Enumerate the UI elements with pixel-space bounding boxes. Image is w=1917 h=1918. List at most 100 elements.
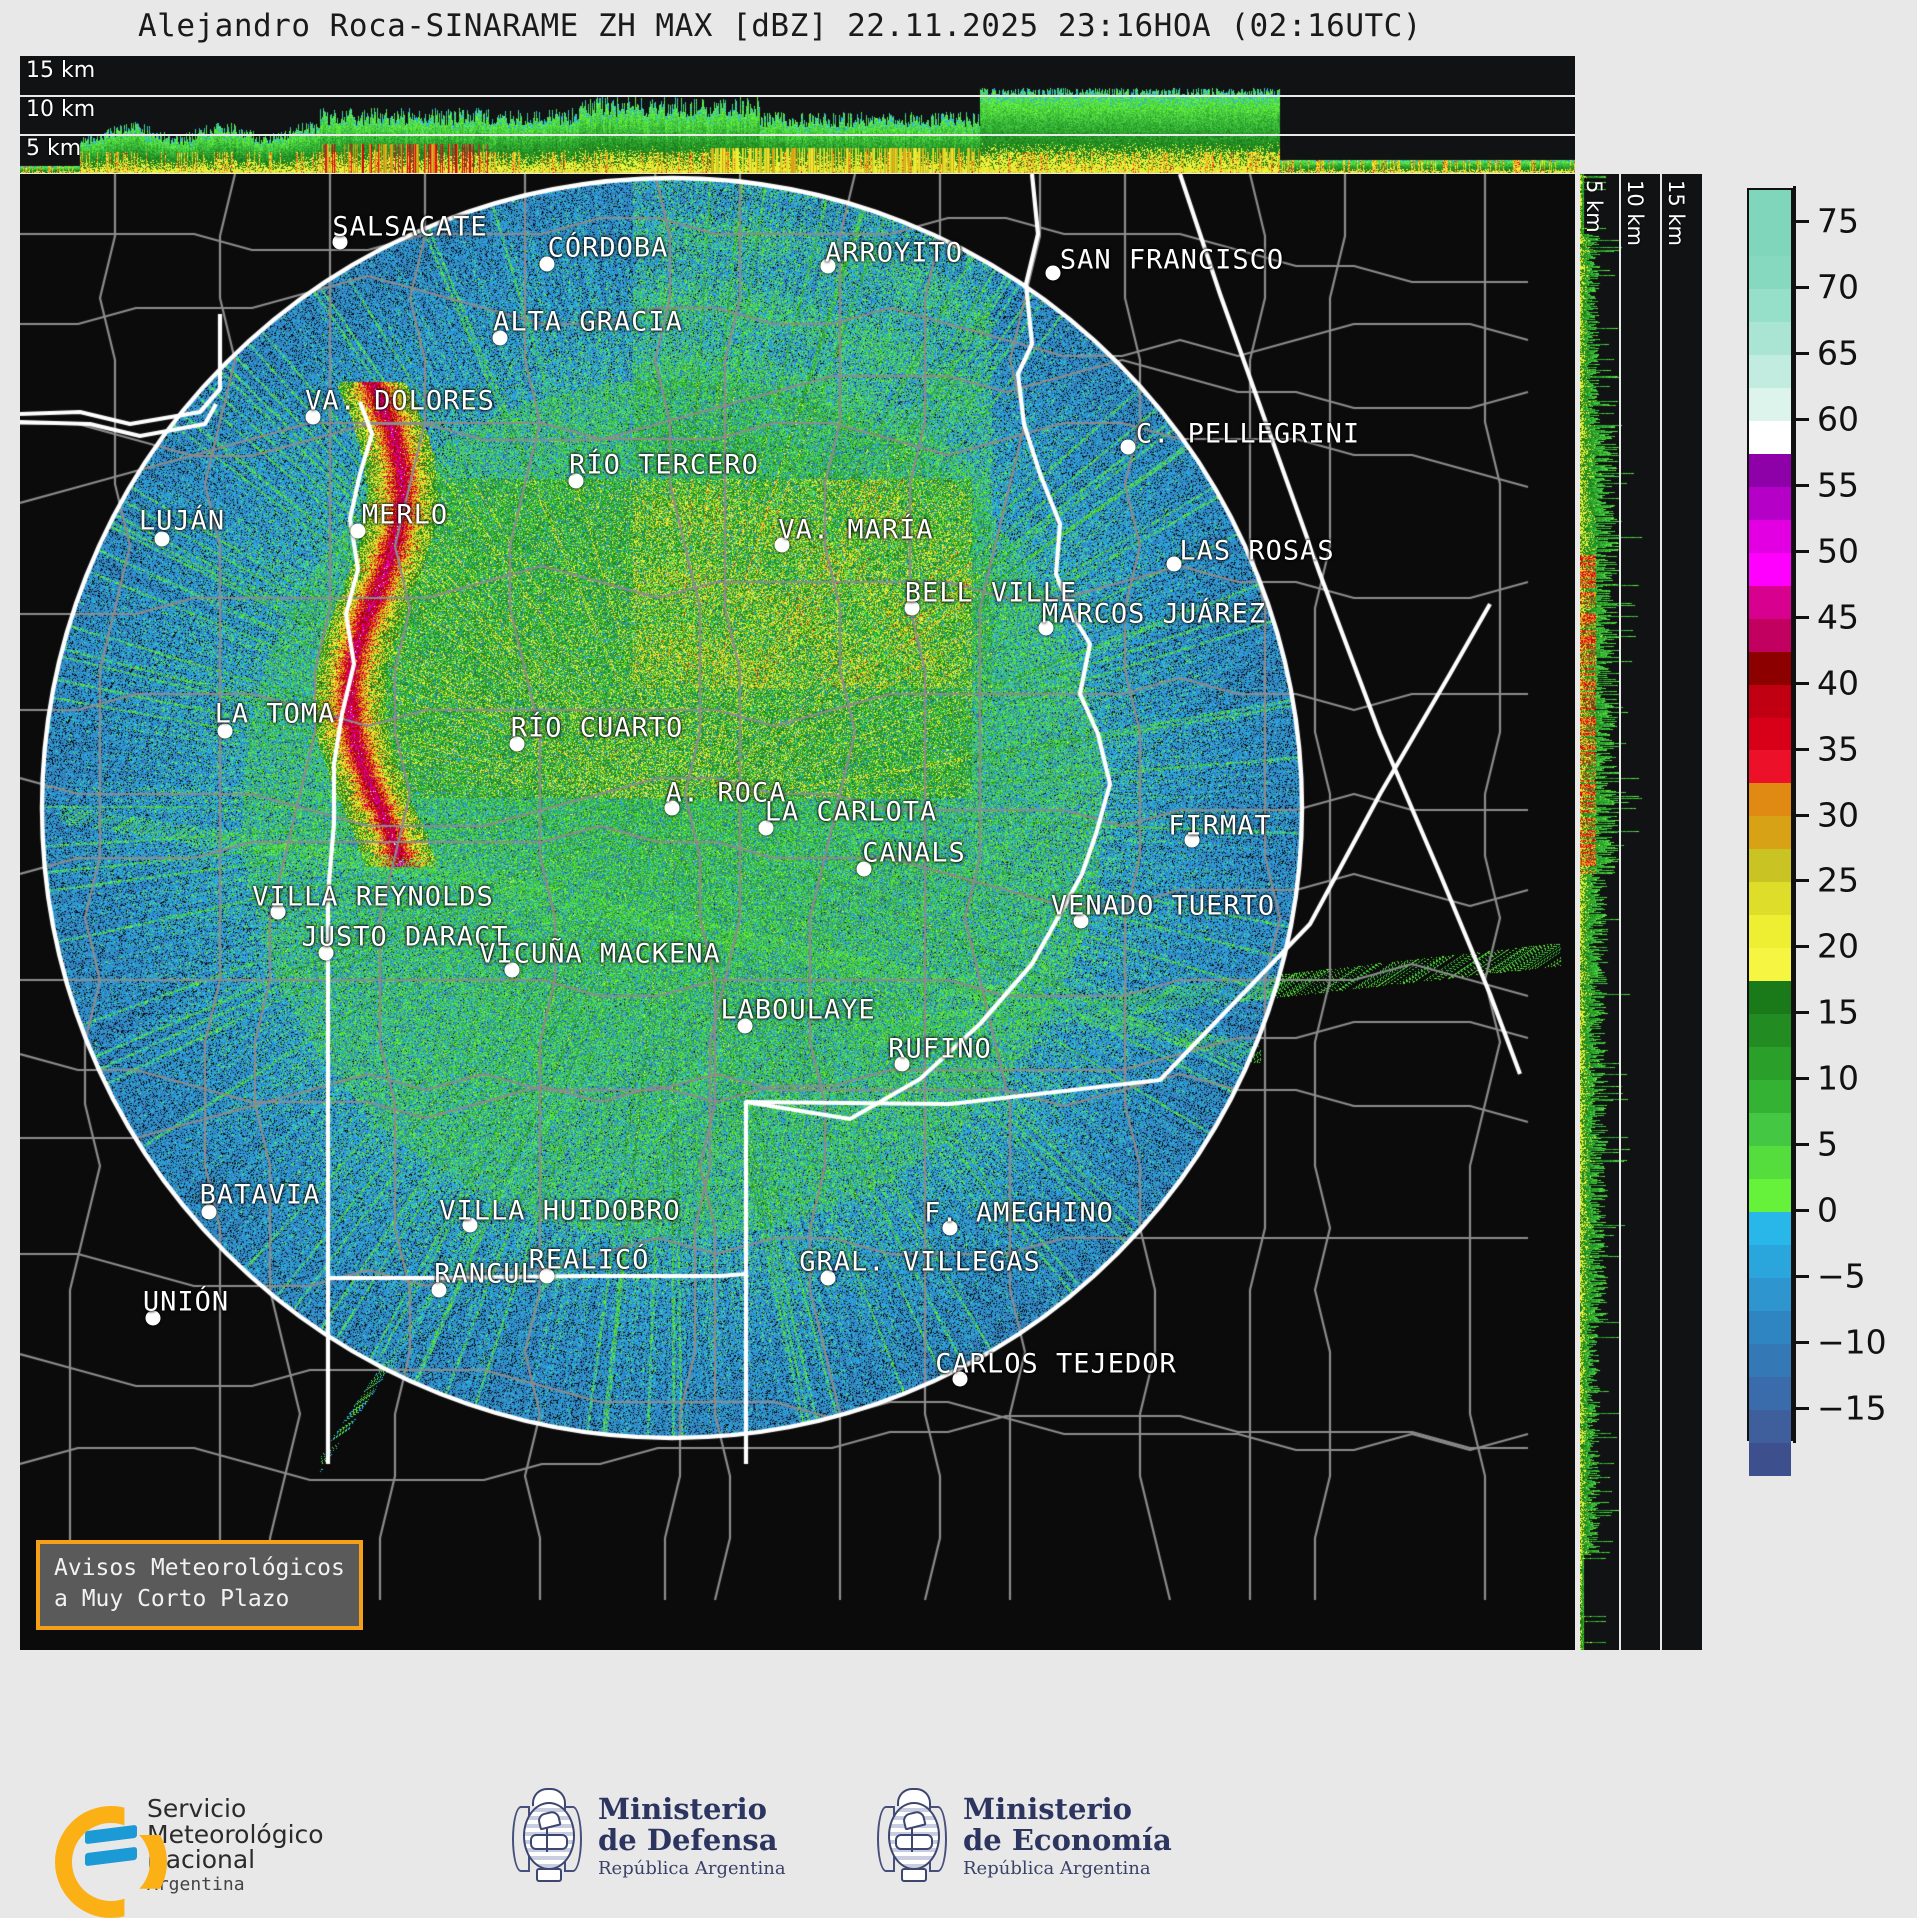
city-marker bbox=[856, 861, 872, 877]
gridline-v-10km bbox=[1660, 174, 1662, 1650]
city-marker bbox=[820, 258, 836, 274]
city-marker bbox=[350, 523, 366, 539]
defensa-line-2: de Defensa bbox=[598, 1822, 778, 1857]
city-label: FIRMAT bbox=[1168, 810, 1272, 842]
city-label: LAS ROSAS bbox=[1179, 535, 1335, 567]
colorbar-level bbox=[1749, 1047, 1791, 1081]
city-marker bbox=[332, 234, 348, 250]
city-label: A. ROCA bbox=[665, 777, 787, 809]
colorbar-tick-label: 35 bbox=[1817, 729, 1859, 769]
city-marker bbox=[539, 1268, 555, 1284]
defensa-sub: República Argentina bbox=[598, 1857, 786, 1879]
city-marker bbox=[737, 1018, 753, 1034]
colorbar-tick bbox=[1796, 1077, 1809, 1081]
colorbar-level bbox=[1749, 849, 1791, 883]
colorbar-tick bbox=[1796, 549, 1809, 553]
colorbar-level bbox=[1749, 486, 1791, 520]
colorbar-level bbox=[1749, 222, 1791, 256]
city-label: SALSACATE bbox=[332, 211, 488, 243]
colorbar-tick-label: −15 bbox=[1817, 1388, 1887, 1428]
colorbar-tick-label: 50 bbox=[1817, 531, 1859, 571]
colorbar-tick bbox=[1796, 1143, 1809, 1147]
colorbar-level bbox=[1749, 717, 1791, 751]
colorbar-level bbox=[1749, 1146, 1791, 1180]
colorbar-tick bbox=[1796, 1407, 1809, 1411]
colorbar-tick bbox=[1796, 219, 1809, 223]
colorbar-tick-label: 45 bbox=[1817, 597, 1859, 637]
colorbar-tick bbox=[1796, 747, 1809, 751]
city-label: BATAVIA bbox=[199, 1179, 321, 1211]
colorbar-tick-label: 0 bbox=[1817, 1190, 1838, 1230]
city-marker bbox=[492, 330, 508, 346]
smn-line-3: Nacional bbox=[147, 1845, 256, 1874]
city-marker bbox=[1038, 620, 1054, 636]
argentina-coat-of-arms-icon-2 bbox=[875, 1788, 949, 1884]
colorbar-level bbox=[1749, 1080, 1791, 1114]
city-label: VILLA REYNOLDS bbox=[252, 881, 494, 913]
colorbar-tick-label: 40 bbox=[1817, 663, 1859, 703]
defensa-logo-text: Ministerio de Defensa República Argentin… bbox=[598, 1794, 786, 1878]
city-label: VICUÑA MACKENA bbox=[479, 938, 721, 970]
colorbar-level bbox=[1749, 1014, 1791, 1048]
colorbar-level bbox=[1749, 552, 1791, 586]
colorbar-level bbox=[1749, 915, 1791, 949]
colorbar-tick-label: 70 bbox=[1817, 267, 1859, 307]
city-label: JUSTO DARACT bbox=[301, 921, 509, 953]
colorbar-tick-label: 30 bbox=[1817, 795, 1859, 834]
colorbar-tick bbox=[1796, 1011, 1809, 1015]
city-marker bbox=[894, 1056, 910, 1072]
city-label: LA CARLOTA bbox=[764, 796, 938, 828]
city-marker bbox=[462, 1217, 478, 1233]
colorbar-level bbox=[1749, 1113, 1791, 1147]
economia-logo-text: Ministerio de Economía República Argenti… bbox=[963, 1794, 1172, 1878]
argentina-coat-of-arms-icon bbox=[510, 1788, 584, 1884]
colorbar-tick bbox=[1796, 1275, 1809, 1279]
gridline-10km bbox=[20, 134, 1575, 136]
city-label: LA TOMA bbox=[214, 698, 336, 730]
smn-logo: Servicio Meteorológico Nacional Argentin… bbox=[55, 1796, 324, 1918]
city-label: VENADO TUERTO bbox=[1050, 890, 1276, 922]
gridline-v-5km bbox=[1619, 174, 1621, 1650]
city-label: REALICÓ bbox=[528, 1244, 650, 1276]
city-marker bbox=[1120, 439, 1136, 455]
colorbar-level bbox=[1749, 1442, 1791, 1476]
cross-section-top-canvas bbox=[20, 56, 1575, 173]
colorbar-tick-label: 20 bbox=[1817, 926, 1859, 966]
colorbar-tick-label: −10 bbox=[1817, 1322, 1887, 1362]
colorbar-level bbox=[1749, 783, 1791, 817]
city-label: MERLO bbox=[361, 499, 449, 531]
colorbar-level bbox=[1749, 288, 1791, 322]
warning-line-1: Avisos Meteorológicos bbox=[54, 1554, 345, 1581]
colorbar-tick-label: 60 bbox=[1817, 399, 1859, 439]
city-label: UNIÓN bbox=[142, 1286, 230, 1318]
city-label: CARLOS TEJEDOR bbox=[935, 1348, 1177, 1380]
colorbar-level bbox=[1749, 750, 1791, 784]
colorbar-level bbox=[1749, 387, 1791, 421]
height-label-v-15km: 15 km bbox=[1664, 180, 1688, 247]
city-marker bbox=[942, 1220, 958, 1236]
city-label: SAN FRANCISCO bbox=[1059, 244, 1285, 276]
city-marker bbox=[664, 800, 680, 816]
colorbar-level bbox=[1749, 1212, 1791, 1245]
colorbar-level bbox=[1749, 651, 1791, 685]
colorbar-level bbox=[1749, 420, 1791, 454]
city-label: RÍO CUARTO bbox=[510, 712, 684, 744]
city-label: VA. MARÍA bbox=[778, 514, 934, 546]
colorbar-tick bbox=[1796, 681, 1809, 685]
colorbar-tick-label: 55 bbox=[1817, 465, 1859, 505]
colorbar-level bbox=[1749, 948, 1791, 982]
colorbar-tick-label: −5 bbox=[1817, 1256, 1866, 1296]
smn-sub: Argentina bbox=[147, 1873, 245, 1895]
footer-logos: Servicio Meteorológico Nacional Argentin… bbox=[0, 1770, 1917, 1918]
city-marker bbox=[504, 962, 520, 978]
height-label-5km: 5 km bbox=[26, 136, 82, 161]
city-label: BELL VILLE bbox=[904, 577, 1078, 609]
city-label: VILLA HUIDOBRO bbox=[439, 1195, 681, 1227]
smn-emblem-icon bbox=[55, 1805, 167, 1918]
cross-section-right-canvas bbox=[1580, 174, 1702, 1650]
page-title: Alejandro Roca-SINARAME ZH MAX [dBZ] 22.… bbox=[138, 8, 1422, 44]
colorbar-tick-label: 5 bbox=[1817, 1124, 1838, 1164]
colorbar-tick-label: 25 bbox=[1817, 860, 1859, 900]
city-marker bbox=[1045, 265, 1061, 281]
radar-map-panel[interactable]: SALSACATE CÓRDOBA ARROYITO SAN FRANCISCO ALT… bbox=[20, 174, 1575, 1650]
